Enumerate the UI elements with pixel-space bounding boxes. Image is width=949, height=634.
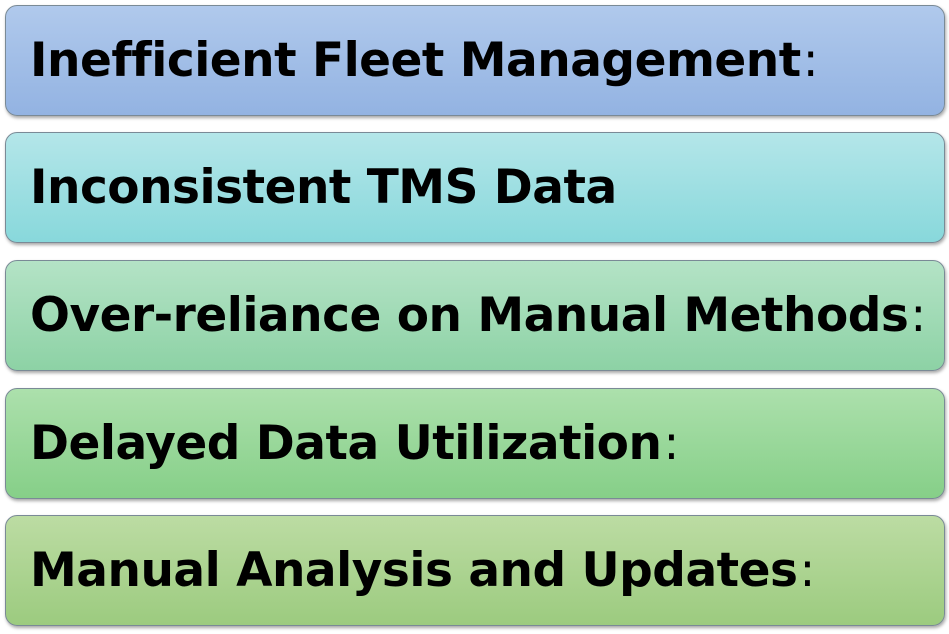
problem-box-manual-analysis-and-updates: Manual Analysis and Updates: bbox=[5, 515, 945, 626]
problem-label: Inefficient Fleet Management bbox=[30, 33, 801, 88]
problem-label: Delayed Data Utilization bbox=[30, 416, 662, 471]
problem-label: Over-reliance on Manual Methods bbox=[30, 288, 909, 343]
problem-label-suffix: : bbox=[910, 288, 926, 343]
problem-label-suffix: : bbox=[799, 543, 816, 598]
problem-box-inefficient-fleet-management: Inefficient Fleet Management: bbox=[5, 5, 945, 116]
problem-box-delayed-data-utilization: Delayed Data Utilization: bbox=[5, 388, 945, 499]
problem-box-over-reliance-on-manual-methods: Over-reliance on Manual Methods: bbox=[5, 260, 945, 371]
problem-label-suffix: : bbox=[663, 416, 679, 471]
problem-label: Manual Analysis and Updates bbox=[30, 543, 798, 598]
problem-label: Inconsistent TMS Data bbox=[30, 160, 617, 215]
problem-box-inconsistent-tms-data: Inconsistent TMS Data bbox=[5, 132, 945, 243]
problem-label-suffix: : bbox=[802, 33, 819, 88]
